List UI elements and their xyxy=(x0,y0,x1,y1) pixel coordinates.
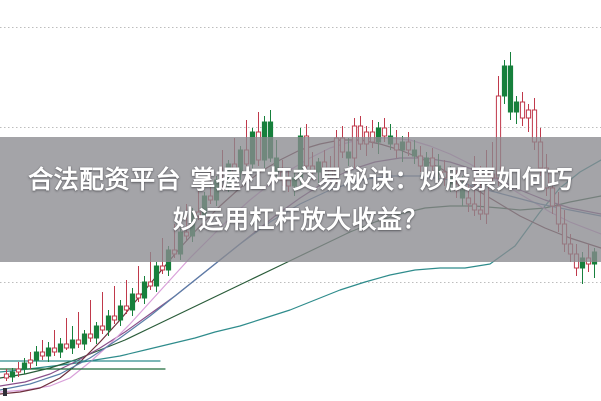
candle-body xyxy=(135,293,142,299)
candle xyxy=(75,312,82,348)
candle xyxy=(153,262,160,292)
candle-body xyxy=(105,315,112,331)
candle-body xyxy=(21,362,28,370)
candle xyxy=(141,276,148,304)
candle xyxy=(57,338,64,358)
candle-body xyxy=(159,265,166,271)
candle-body xyxy=(99,325,106,331)
candle-body xyxy=(51,347,58,353)
candle-body xyxy=(75,339,82,345)
candle-body xyxy=(507,65,514,113)
candle xyxy=(69,326,76,354)
candle xyxy=(507,52,514,120)
candle xyxy=(39,340,46,360)
candle-body xyxy=(39,351,46,357)
candle xyxy=(135,266,142,302)
candle-body xyxy=(81,333,88,345)
candle-body xyxy=(3,373,10,379)
candle-body xyxy=(129,293,136,311)
candle xyxy=(99,292,106,334)
candle-body xyxy=(69,339,76,349)
candle-body xyxy=(27,359,34,364)
candle-body xyxy=(15,368,22,373)
candle-body xyxy=(519,101,526,119)
candle-body xyxy=(141,281,148,299)
candle xyxy=(9,368,16,382)
candle-body xyxy=(45,347,52,357)
candle-body xyxy=(513,101,520,113)
candle-body xyxy=(63,343,70,349)
candle-body xyxy=(381,127,388,137)
candle-body xyxy=(147,281,154,287)
title-line-1: 合法配资平台 掌握杠杆交易秘诀：炒股票如何巧 xyxy=(28,164,573,194)
candle-body xyxy=(87,333,94,339)
candle xyxy=(93,322,100,344)
candle xyxy=(525,104,532,132)
candle xyxy=(45,342,52,362)
candle-body xyxy=(123,305,130,311)
candle xyxy=(15,362,22,377)
candle-body xyxy=(57,343,64,353)
candle xyxy=(81,330,88,350)
candle-body xyxy=(9,371,16,378)
candle xyxy=(501,60,508,104)
candle xyxy=(519,92,526,126)
candle xyxy=(3,369,10,381)
candle-body xyxy=(93,325,100,339)
candle xyxy=(51,330,58,356)
candle xyxy=(87,300,94,342)
candle xyxy=(105,310,112,336)
candle xyxy=(63,318,70,350)
title-line-2: 妙运用杠杆放大收益？ xyxy=(172,204,428,234)
candle-body xyxy=(525,109,532,119)
candle xyxy=(33,346,40,366)
candle-body xyxy=(153,265,160,287)
candle xyxy=(129,288,136,316)
candle-body xyxy=(111,315,118,321)
candle xyxy=(21,358,28,374)
candle-body xyxy=(33,351,40,361)
candle-body xyxy=(117,305,124,321)
candle xyxy=(117,300,124,326)
corner-mark xyxy=(3,388,7,396)
candle xyxy=(27,352,34,369)
candle xyxy=(123,280,130,314)
candle-body xyxy=(501,65,508,97)
candle xyxy=(111,286,118,324)
candle xyxy=(513,96,520,124)
title-banner-overlay: 合法配资平台 掌握杠杆交易秘诀：炒股票如何巧 妙运用杠杆放大收益？ xyxy=(0,137,601,262)
